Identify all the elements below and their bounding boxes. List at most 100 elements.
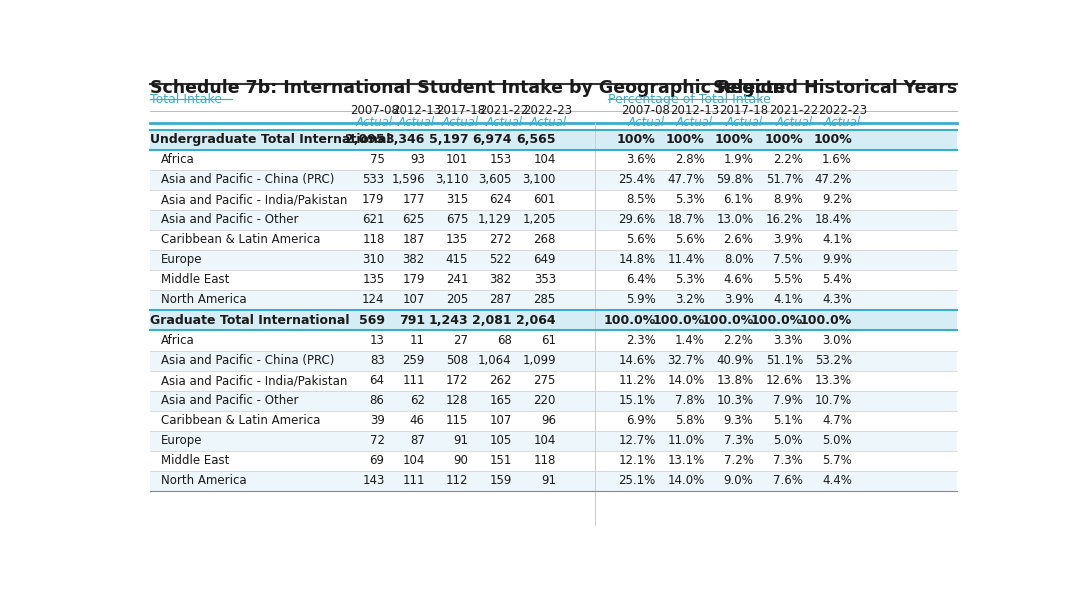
Text: Total Intake: Total Intake <box>150 93 221 106</box>
Text: 12.6%: 12.6% <box>766 374 804 387</box>
Text: 14.6%: 14.6% <box>619 354 656 367</box>
Text: 353: 353 <box>534 273 556 286</box>
Text: 1.9%: 1.9% <box>724 153 754 166</box>
Text: 287: 287 <box>489 293 512 306</box>
Text: 27: 27 <box>454 334 469 347</box>
Text: Middle East: Middle East <box>161 273 230 286</box>
Text: 115: 115 <box>446 414 469 427</box>
Text: 1.4%: 1.4% <box>675 334 704 347</box>
Text: 40.9%: 40.9% <box>716 354 754 367</box>
Text: 522: 522 <box>489 253 512 266</box>
Text: 111: 111 <box>403 374 424 387</box>
Text: Undergraduate Total International: Undergraduate Total International <box>150 133 390 146</box>
Text: 7.6%: 7.6% <box>773 474 804 487</box>
Text: 7.5%: 7.5% <box>773 253 804 266</box>
Text: 6.9%: 6.9% <box>626 414 656 427</box>
Text: 177: 177 <box>403 193 424 206</box>
Text: 1.6%: 1.6% <box>822 153 852 166</box>
Text: Selected Historical Years: Selected Historical Years <box>713 79 957 97</box>
Text: 9.9%: 9.9% <box>822 253 852 266</box>
Bar <box>150 270 957 289</box>
Text: 69: 69 <box>369 454 384 467</box>
Text: North America: North America <box>161 474 247 487</box>
Text: 2021-22: 2021-22 <box>769 104 819 117</box>
Text: 2.2%: 2.2% <box>724 334 754 347</box>
Text: 2,095: 2,095 <box>345 133 384 146</box>
Text: Europe: Europe <box>161 434 203 447</box>
Text: 107: 107 <box>489 414 512 427</box>
Text: 5.1%: 5.1% <box>773 414 804 427</box>
Text: 621: 621 <box>362 213 384 226</box>
Text: 315: 315 <box>446 193 469 206</box>
Text: 272: 272 <box>489 233 512 246</box>
Text: 5.8%: 5.8% <box>675 414 704 427</box>
Text: 6,565: 6,565 <box>516 133 556 146</box>
Text: 96: 96 <box>541 414 556 427</box>
Text: Actual: Actual <box>775 117 812 129</box>
Text: 4.1%: 4.1% <box>822 233 852 246</box>
Text: 107: 107 <box>403 293 424 306</box>
Text: Asia and Pacific - Other: Asia and Pacific - Other <box>161 394 299 407</box>
Text: 3,605: 3,605 <box>478 173 512 186</box>
Text: 2012-13: 2012-13 <box>392 104 441 117</box>
Text: 51.1%: 51.1% <box>766 354 804 367</box>
Text: 275: 275 <box>534 374 556 387</box>
Text: 100.0%: 100.0% <box>799 314 852 327</box>
Text: 649: 649 <box>534 253 556 266</box>
Text: 104: 104 <box>403 454 424 467</box>
Text: 601: 601 <box>534 193 556 206</box>
Text: 100.0%: 100.0% <box>604 314 656 327</box>
Text: 72: 72 <box>369 434 384 447</box>
Text: 15.1%: 15.1% <box>619 394 656 407</box>
Text: 259: 259 <box>403 354 424 367</box>
Text: 13.0%: 13.0% <box>716 213 754 226</box>
Text: 2.6%: 2.6% <box>724 233 754 246</box>
Text: 3,346: 3,346 <box>386 133 424 146</box>
Text: Asia and Pacific - India/Pakistan: Asia and Pacific - India/Pakistan <box>161 374 348 387</box>
Text: 62: 62 <box>409 394 424 407</box>
Text: 7.3%: 7.3% <box>724 434 754 447</box>
Text: 5.3%: 5.3% <box>675 193 704 206</box>
Text: 4.7%: 4.7% <box>822 414 852 427</box>
Text: 47.7%: 47.7% <box>667 173 704 186</box>
Text: 118: 118 <box>534 454 556 467</box>
Text: 2022-23: 2022-23 <box>818 104 867 117</box>
Text: 1,243: 1,243 <box>429 314 469 327</box>
Text: 47.2%: 47.2% <box>814 173 852 186</box>
Text: 100.0%: 100.0% <box>701 314 754 327</box>
Bar <box>150 411 957 431</box>
Text: 159: 159 <box>489 474 512 487</box>
Text: 1,129: 1,129 <box>478 213 512 226</box>
Text: 4.6%: 4.6% <box>724 273 754 286</box>
Text: 12.1%: 12.1% <box>619 454 656 467</box>
Bar <box>150 331 957 350</box>
Text: 220: 220 <box>534 394 556 407</box>
Bar <box>150 170 957 190</box>
Text: 6.1%: 6.1% <box>724 193 754 206</box>
Text: Actual: Actual <box>676 117 713 129</box>
Text: 3,100: 3,100 <box>523 173 556 186</box>
Text: 11.0%: 11.0% <box>667 434 704 447</box>
Text: Graduate Total International: Graduate Total International <box>150 314 349 327</box>
Bar <box>150 451 957 471</box>
Text: 5.6%: 5.6% <box>626 233 656 246</box>
Bar <box>150 431 957 451</box>
Text: Percentage of Total Intake: Percentage of Total Intake <box>608 93 770 106</box>
Text: 791: 791 <box>399 314 424 327</box>
Bar <box>150 350 957 371</box>
Text: 3.0%: 3.0% <box>822 334 852 347</box>
Text: 5.9%: 5.9% <box>626 293 656 306</box>
Text: 6.4%: 6.4% <box>626 273 656 286</box>
Text: 7.2%: 7.2% <box>724 454 754 467</box>
Text: 143: 143 <box>362 474 384 487</box>
Text: 104: 104 <box>534 434 556 447</box>
Text: 3.6%: 3.6% <box>626 153 656 166</box>
Text: 8.9%: 8.9% <box>773 193 804 206</box>
Text: 4.3%: 4.3% <box>822 293 852 306</box>
Text: 100%: 100% <box>666 133 704 146</box>
Text: 5.4%: 5.4% <box>822 273 852 286</box>
Text: 16.2%: 16.2% <box>766 213 804 226</box>
Text: 10.7%: 10.7% <box>814 394 852 407</box>
Text: 61: 61 <box>541 334 556 347</box>
Bar <box>150 289 957 310</box>
